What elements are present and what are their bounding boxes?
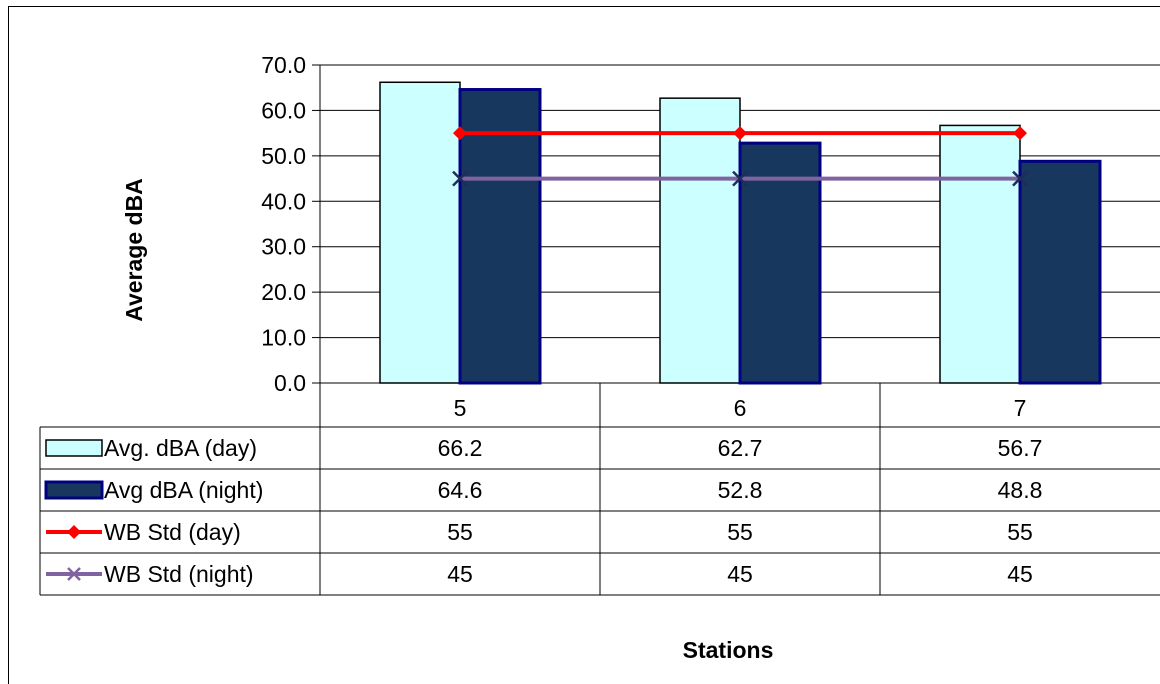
marker-x bbox=[1012, 170, 1028, 187]
table-row: WB Std (night) 45 45 45 bbox=[46, 561, 1033, 587]
table-row: Avg. dBA (day) 66.2 62.7 56.7 bbox=[45, 435, 1043, 461]
data-label: 55 bbox=[1007, 519, 1033, 545]
chart-frame bbox=[8, 6, 1160, 684]
legend-label: WB Std (night) bbox=[104, 561, 254, 587]
y-tick-label: 70.0 bbox=[261, 52, 306, 78]
y-tick-label: 40.0 bbox=[261, 188, 306, 214]
legend-key-bar bbox=[44, 480, 104, 500]
bars bbox=[379, 81, 1102, 385]
legend-label: WB Std (day) bbox=[104, 519, 241, 545]
bar-night-station-7 bbox=[1018, 159, 1102, 385]
y-tick-label: 30.0 bbox=[261, 234, 306, 260]
legend-label: Avg dBA (night) bbox=[104, 477, 263, 503]
data-label: 48.8 bbox=[998, 477, 1043, 503]
bar-day-station-6 bbox=[659, 97, 741, 384]
axes: 0.0 10.0 20.0 30.0 40.0 50.0 60.0 70.0 bbox=[261, 52, 321, 396]
data-label: 52.8 bbox=[718, 477, 763, 503]
marker-diamond bbox=[453, 126, 467, 141]
data-label: 55 bbox=[447, 519, 473, 545]
data-label: 45 bbox=[1007, 561, 1033, 587]
x-axis-title: Stations bbox=[683, 637, 774, 663]
marker-x bbox=[732, 170, 748, 187]
marker-x bbox=[452, 170, 468, 187]
data-label: 62.7 bbox=[718, 435, 763, 461]
data-table: 5 6 7 Avg. dBA (day) 66.2 62.7 56.7 Avg dBA (ni… bbox=[39, 383, 1160, 596]
bar-day-station-5 bbox=[379, 81, 461, 384]
x-tick-label: 5 bbox=[454, 395, 467, 421]
bar-night-station-6 bbox=[738, 141, 822, 385]
legend-key-bar bbox=[45, 439, 103, 457]
data-label: 64.6 bbox=[438, 477, 483, 503]
table-row: Avg dBA (night) 64.6 52.8 48.8 bbox=[44, 477, 1043, 503]
x-tick-label: 6 bbox=[734, 395, 747, 421]
legend-label: Avg. dBA (day) bbox=[104, 435, 257, 461]
bar-night-station-5 bbox=[458, 88, 542, 385]
y-axis-title: Average dBA bbox=[121, 178, 147, 322]
bar-day-station-7 bbox=[939, 124, 1021, 384]
legend-marker-diamond bbox=[67, 525, 81, 539]
x-tick-label: 7 bbox=[1014, 395, 1027, 421]
y-tick-label: 10.0 bbox=[261, 325, 306, 351]
series-lines bbox=[452, 126, 1028, 187]
marker-diamond bbox=[1013, 126, 1027, 141]
data-label: 66.2 bbox=[438, 435, 483, 461]
y-tick-label: 20.0 bbox=[261, 279, 306, 305]
data-label: 45 bbox=[727, 561, 753, 587]
data-label: 56.7 bbox=[998, 435, 1043, 461]
y-tick-label: 50.0 bbox=[261, 143, 306, 169]
marker-diamond bbox=[733, 126, 747, 141]
data-label: 45 bbox=[447, 561, 473, 587]
table-row: WB Std (day) 55 55 55 bbox=[46, 519, 1033, 545]
y-tick-label: 60.0 bbox=[261, 97, 306, 123]
y-tick-label: 0.0 bbox=[274, 370, 306, 396]
data-label: 55 bbox=[727, 519, 753, 545]
legend-marker-x bbox=[67, 567, 81, 581]
